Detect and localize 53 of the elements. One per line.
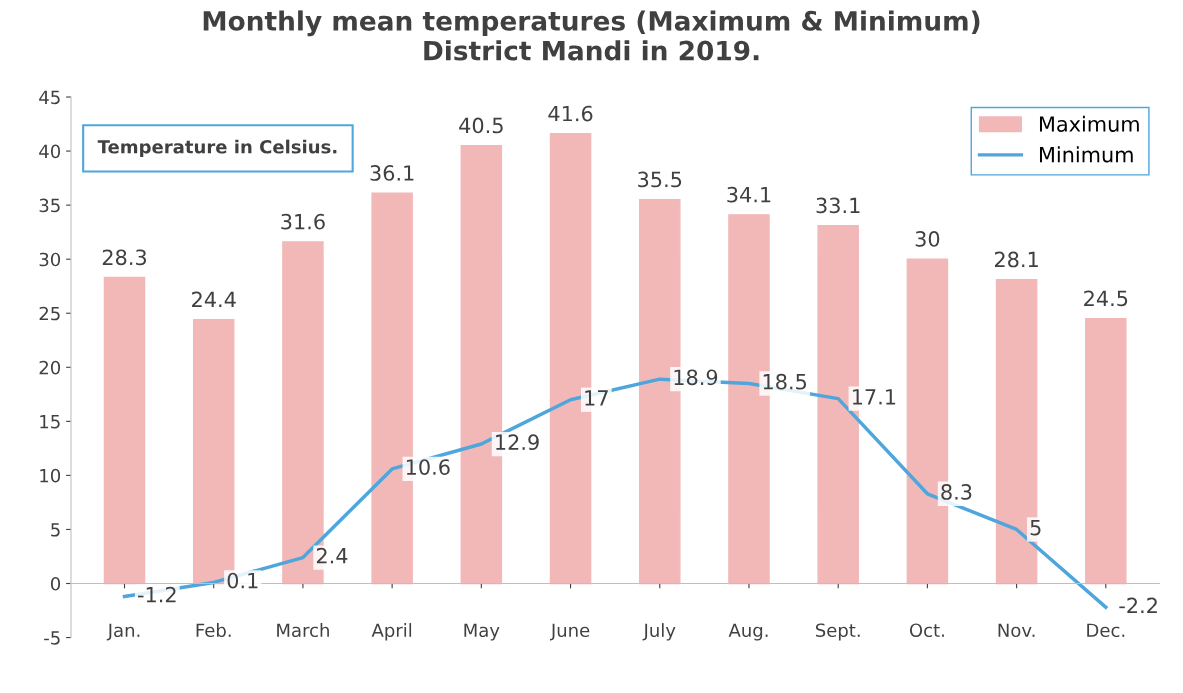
data-label: 5 <box>1030 520 1041 536</box>
data-label: 36.1 <box>370 165 414 181</box>
x-tick-label: July <box>642 623 676 641</box>
x-tick-label: June <box>549 623 590 641</box>
data-label: 17 <box>585 390 608 406</box>
y-tick-label: 25 <box>39 306 60 321</box>
legend-label: Maximum <box>1039 115 1139 132</box>
data-label: 31.6 <box>281 213 325 230</box>
data-label: 28.3 <box>102 249 147 266</box>
data-label: -1.2 <box>138 586 176 603</box>
data-label: 40.5 <box>459 117 503 134</box>
y-tick-label: 40 <box>39 144 61 159</box>
data-label: 33.1 <box>816 197 860 214</box>
x-tick-label: May <box>464 623 500 641</box>
data-label: 12.9 <box>496 434 539 451</box>
data-label: -2.2 <box>1119 597 1157 614</box>
x-tick-label: Nov. <box>998 623 1035 638</box>
bar <box>103 276 146 585</box>
data-label: 28.1 <box>994 251 1038 268</box>
data-label: 18.9 <box>674 369 718 386</box>
data-label: 17.1 <box>852 389 896 405</box>
x-tick-label: Oct. <box>909 623 944 638</box>
x-tick-label: Aug. <box>728 623 768 641</box>
y-tick-label: 10 <box>40 468 61 483</box>
y-tick-label: 30 <box>39 252 61 267</box>
data-label: 24.5 <box>1084 290 1128 307</box>
data-label: 34.1 <box>727 186 771 203</box>
y-tick-label: 35 <box>39 198 60 213</box>
y-tick-label: 20 <box>39 360 61 375</box>
data-label: 30 <box>915 231 940 247</box>
y-tick-label: 45 <box>39 90 60 105</box>
data-label: 41.6 <box>548 105 593 122</box>
data-label: 0.1 <box>227 572 258 589</box>
bar <box>1085 317 1127 585</box>
x-tick-label: Sept. <box>815 623 860 641</box>
y-tick-label: 0 <box>50 576 61 591</box>
legend-label: Minimum <box>1039 146 1133 163</box>
data-label: 35.5 <box>638 171 682 188</box>
data-label: 24.4 <box>192 291 236 308</box>
y-tick-label: 15 <box>40 415 60 429</box>
data-label: 18.5 <box>763 373 807 390</box>
x-tick-label: April <box>371 623 412 641</box>
y-tick-label: 5 <box>51 523 60 537</box>
x-tick-label: Jan. <box>106 623 140 641</box>
x-tick-label: Dec. <box>1087 623 1125 638</box>
y-tick-label: -5 <box>44 631 60 645</box>
annotation: Temperature in Celsius. <box>97 139 337 158</box>
data-label: 10.6 <box>406 459 450 475</box>
data-label: 8.3 <box>941 484 972 500</box>
x-tick-label: Feb. <box>196 623 231 638</box>
data-label: 2.4 <box>316 547 348 564</box>
chart-title: Monthly mean temperatures (Maximum & Minimum) District Mandi in 2019. <box>203 10 980 61</box>
x-tick-label: March <box>277 623 329 638</box>
